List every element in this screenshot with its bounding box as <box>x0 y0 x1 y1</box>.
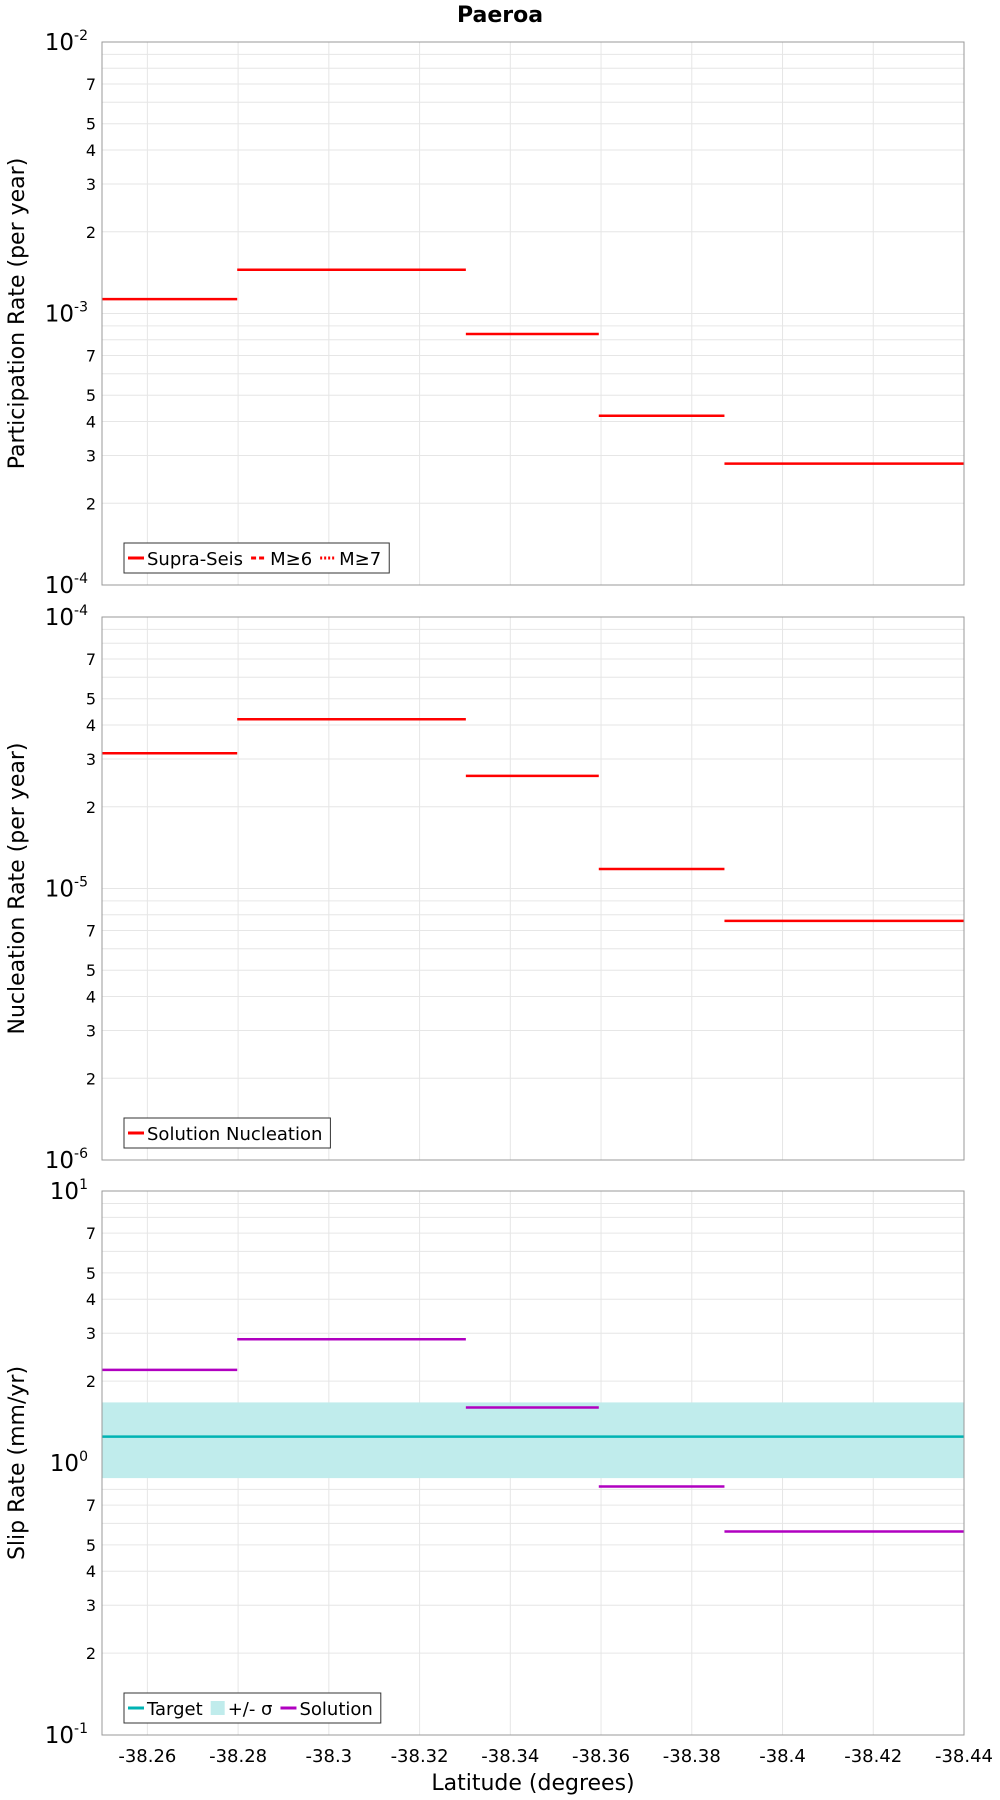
y-minor-tick-label: 2 <box>86 1069 96 1088</box>
sigma-band <box>102 1402 964 1479</box>
y-minor-tick-label: 3 <box>86 1021 96 1040</box>
plot-frame <box>101 616 965 1161</box>
y-minor-tick-label: 2 <box>86 798 96 817</box>
y-minor-tick-label: 5 <box>86 115 96 134</box>
y-minor-tick-label: 5 <box>86 386 96 405</box>
legend-swatch <box>210 1701 225 1715</box>
y-tick-label: 10-2 <box>45 28 88 56</box>
y-minor-tick-label: 3 <box>86 1324 96 1343</box>
y-minor-tick-label: 3 <box>86 446 96 465</box>
legend-label: Solution Nucleation <box>147 1124 322 1145</box>
x-tick-label: -38.3 <box>306 1746 353 1767</box>
y-axis-label: Slip Rate (mm/yr) <box>5 1366 30 1560</box>
y-minor-tick-label: 7 <box>86 1496 96 1515</box>
x-tick-label: -38.4 <box>759 1746 806 1767</box>
legend-label: M≥6 <box>270 549 312 570</box>
y-minor-tick-label: 2 <box>86 494 96 513</box>
y-tick-label: 10-3 <box>45 300 88 328</box>
x-tick-label: -38.32 <box>391 1746 449 1767</box>
legend-box <box>123 1692 382 1724</box>
y-minor-tick-label: 7 <box>86 75 96 94</box>
y-tick-label: 10-6 <box>45 1146 88 1174</box>
legend: Target +/- σ Solution <box>123 1692 382 1724</box>
y-minor-tick-label: 2 <box>86 223 96 242</box>
y-minor-tick-label: 4 <box>86 1562 96 1581</box>
grid <box>102 617 965 1161</box>
y-minor-tick-label: 2 <box>86 1372 96 1391</box>
legend: Supra-Seis M≥6 M≥7 <box>123 542 390 574</box>
legend-label: Supra-Seis <box>147 549 243 570</box>
x-tick-label: -38.42 <box>844 1746 902 1767</box>
legend: Solution Nucleation <box>123 1117 331 1149</box>
y-minor-tick-label: 7 <box>86 922 96 941</box>
legend-label: Solution <box>299 1699 372 1720</box>
y-minor-tick-label: 4 <box>86 141 96 160</box>
plot-frame <box>101 1190 965 1736</box>
x-tick-label: -38.44 <box>935 1746 993 1767</box>
legend-label: M≥7 <box>339 549 381 570</box>
x-tick-label: -38.36 <box>572 1746 630 1767</box>
y-tick-label: 10-4 <box>45 603 88 631</box>
y-tick-label: 101 <box>50 1177 88 1205</box>
y-minor-tick-label: 7 <box>86 347 96 366</box>
y-axis-label: Participation Rate (per year) <box>5 158 30 470</box>
y-axis-label: Nucleation Rate (per year) <box>5 743 30 1035</box>
y-minor-tick-label: 4 <box>86 413 96 432</box>
y-minor-tick-label: 3 <box>86 1596 96 1615</box>
y-tick-label: 10-4 <box>45 571 88 599</box>
y-minor-tick-label: 2 <box>86 1644 96 1663</box>
chart-panels: 10-2 10-3 10-4 2 3 4 5 7 2 3 4 5 7 Participation Rate… <box>5 28 993 1767</box>
plot-frame <box>101 41 965 586</box>
legend-label: +/- σ <box>228 1699 273 1720</box>
x-tick-label: -38.38 <box>663 1746 721 1767</box>
panel-1: 10-2 10-3 10-4 2 3 4 5 7 2 3 4 5 7 Participation Rate… <box>5 28 965 599</box>
grid <box>102 42 965 586</box>
y-minor-tick-label: 7 <box>86 1224 96 1243</box>
legend-box <box>123 1117 331 1149</box>
legend-box <box>123 542 390 574</box>
x-tick-label: -38.34 <box>481 1746 539 1767</box>
panel-3: 101 100 10-1 2 3 4 5 7 2 3 4 5 7 Slip Rate (mm/yr) -38… <box>5 1177 993 1767</box>
panel-2: 10-4 10-5 10-6 2 3 4 5 7 2 3 4 5 7 Nucleation Rate (p… <box>5 603 965 1174</box>
y-minor-tick-label: 4 <box>86 716 96 735</box>
y-minor-tick-label: 5 <box>86 961 96 980</box>
x-tick-label: -38.26 <box>118 1746 176 1767</box>
x-axis-label: Latitude (degrees) <box>431 1771 634 1796</box>
y-minor-tick-label: 3 <box>86 750 96 769</box>
y-minor-tick-label: 4 <box>86 1290 96 1309</box>
chart-title: Paeroa <box>457 3 543 28</box>
y-minor-tick-label: 5 <box>86 1536 96 1555</box>
y-minor-tick-label: 4 <box>86 988 96 1007</box>
y-tick-label: 10-1 <box>45 1721 88 1749</box>
y-minor-tick-label: 5 <box>86 690 96 709</box>
legend-label: Target <box>146 1699 203 1720</box>
y-minor-tick-label: 7 <box>86 650 96 669</box>
x-tick-label: -38.28 <box>209 1746 267 1767</box>
y-minor-tick-label: 5 <box>86 1264 96 1283</box>
y-tick-label: 10-5 <box>45 875 88 903</box>
y-minor-tick-label: 3 <box>86 175 96 194</box>
y-tick-label: 100 <box>50 1449 88 1477</box>
